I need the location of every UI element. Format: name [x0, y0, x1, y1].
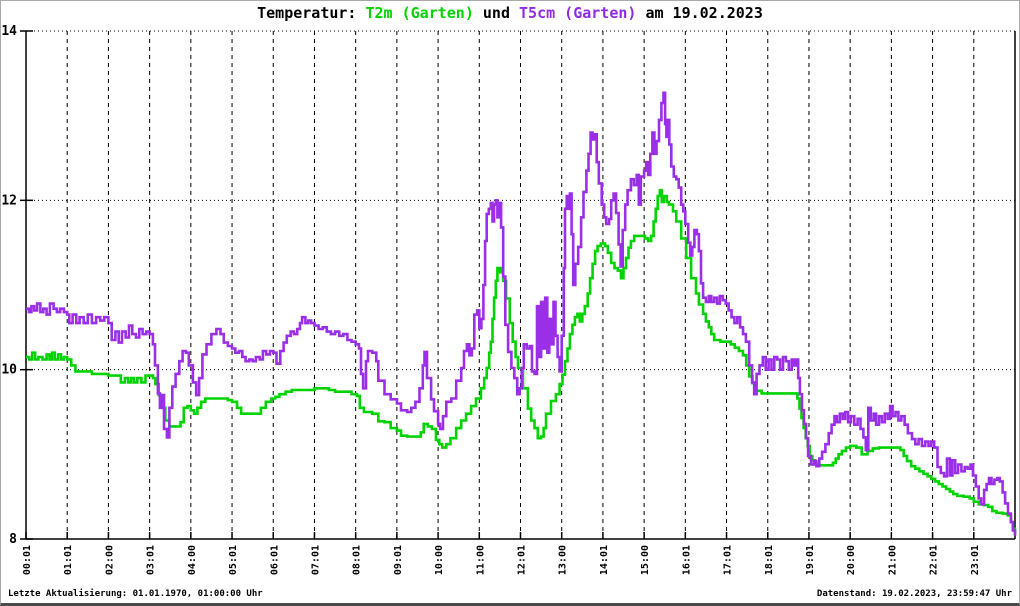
x-tick-label: 07:01 [310, 545, 321, 575]
x-tick-label: 10:00 [434, 545, 445, 575]
y-tick-label: 8 [9, 532, 17, 547]
data-timestamp-text: Datenstand: 19.02.2023, 23:59:47 Uhr [816, 589, 1012, 599]
x-tick-label: 05:01 [228, 545, 239, 575]
x-tick-label: 12:01 [517, 545, 528, 575]
chart-title: Temperatur: T2m (Garten) und T5cm (Garte… [1, 4, 1019, 22]
x-tick-label: 00:01 [22, 545, 33, 575]
x-tick-label: 13:00 [558, 545, 569, 575]
y-tick-label: 10 [1, 363, 17, 378]
x-tick-label: 09:01 [393, 545, 404, 575]
x-tick-label: 14:01 [599, 545, 610, 575]
t2m-series-line [26, 188, 1017, 535]
x-tick-label: 22:01 [929, 545, 940, 575]
t5cm-series-line [26, 91, 1017, 536]
x-tick-label: 15:00 [640, 545, 651, 575]
last-update-text: Letzte Aktualisierung: 01.01.1970, 01:00… [8, 589, 263, 599]
title-suffix: am 19.02.2023 [636, 4, 763, 22]
x-tick-label: 02:00 [104, 545, 115, 575]
x-tick-label: 17:01 [723, 545, 734, 575]
x-tick-label: 23:01 [970, 545, 981, 575]
title-prefix: Temperatur: [257, 4, 366, 22]
x-tick-label: 03:01 [146, 545, 157, 575]
x-tick-label: 21:00 [887, 545, 898, 575]
x-tick-label: 01:01 [63, 545, 74, 575]
title-t5cm-legend: T5cm (Garten) [519, 4, 637, 22]
x-tick-label: 06:01 [269, 545, 280, 575]
x-tick-label: 16:01 [681, 545, 692, 575]
title-t2m-legend: T2m (Garten) [365, 4, 474, 22]
x-tick-label: 19:01 [805, 545, 816, 575]
x-tick-label: 20:00 [846, 545, 857, 575]
title-conjunction: und [473, 4, 520, 22]
x-tick-label: 08:01 [352, 545, 363, 575]
y-tick-label: 14 [1, 24, 17, 39]
x-tick-label: 18:01 [764, 545, 775, 575]
y-tick-label: 12 [1, 193, 17, 208]
x-tick-label: 11:00 [475, 545, 486, 575]
x-tick-label: 04:00 [187, 545, 198, 575]
